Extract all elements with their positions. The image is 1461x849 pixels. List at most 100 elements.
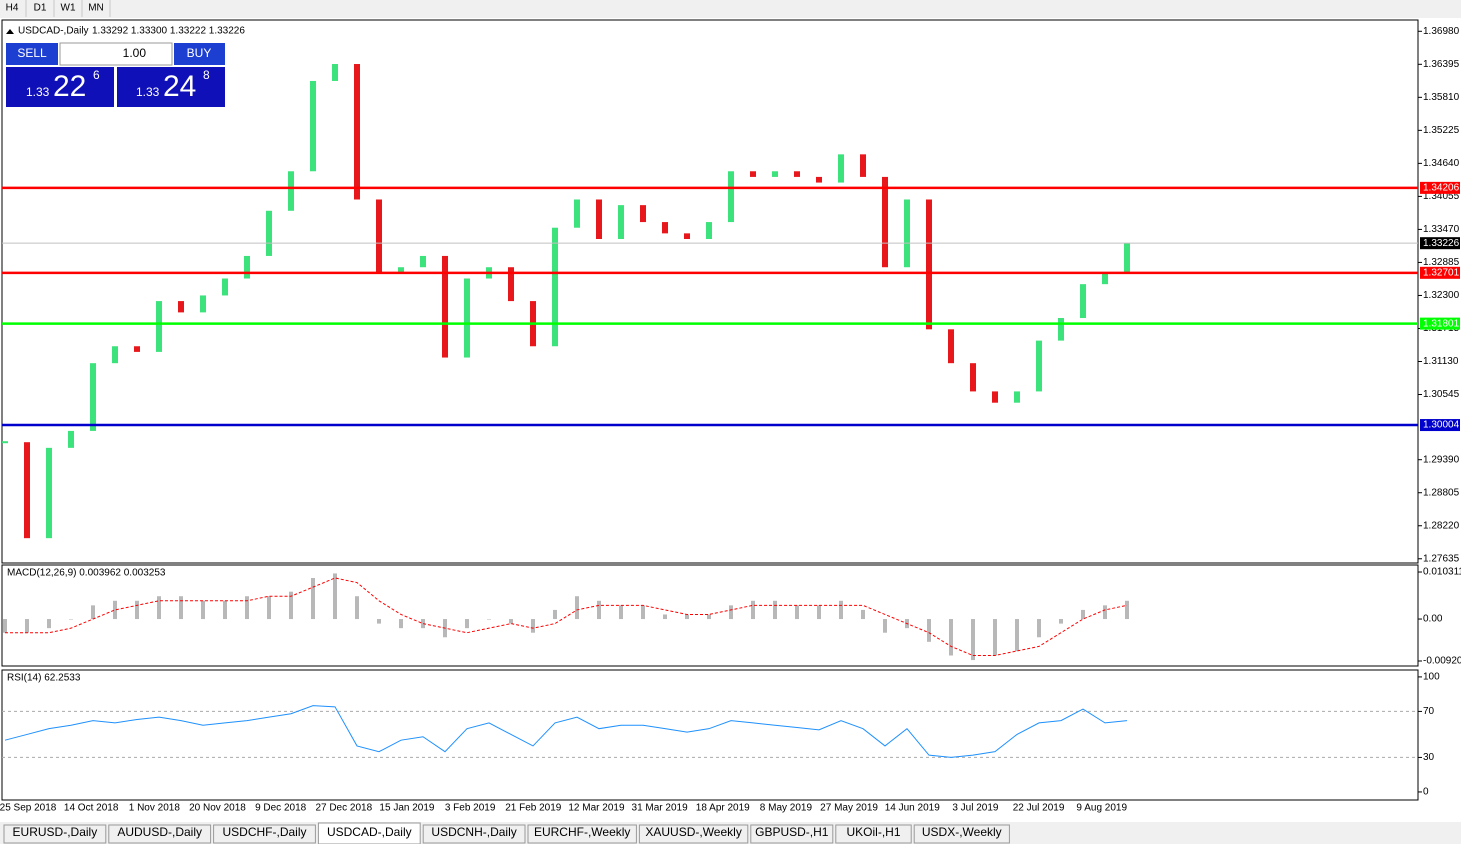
sell-price-big: 1.33 [26, 85, 50, 99]
candle [640, 205, 646, 223]
buy-label[interactable]: BUY [187, 46, 212, 60]
candle [46, 447, 52, 539]
tab-label[interactable]: AUDUSD-,Daily [117, 825, 202, 839]
candle [992, 391, 998, 403]
sell-button[interactable] [6, 43, 58, 65]
macd-bar [817, 605, 821, 620]
y-tick-label: 100 [1423, 672, 1440, 683]
sell-price-box[interactable] [6, 67, 114, 107]
candle [68, 430, 74, 448]
lot-value[interactable]: 1.00 [123, 46, 147, 60]
x-tick-label: 9 Aug 2019 [1076, 803, 1127, 814]
macd-bar [157, 596, 161, 620]
lot-input[interactable] [59, 42, 173, 66]
candle [266, 210, 272, 256]
tab[interactable] [638, 824, 749, 844]
timeframe-button[interactable]: D1 [34, 3, 47, 14]
x-tick-label: 31 Mar 2019 [632, 803, 689, 814]
candle [112, 346, 118, 364]
collapse-icon [6, 29, 14, 34]
y-tick-label: 1.30545 [1423, 389, 1460, 400]
tab-label[interactable]: USDCAD-,Daily [327, 825, 412, 839]
y-tick-label: 1.32885 [1423, 257, 1460, 268]
candle [838, 154, 844, 183]
y-tick-label: 1.32300 [1423, 290, 1460, 301]
candle [1080, 284, 1086, 319]
sell-label[interactable]: SELL [17, 46, 47, 60]
tab-label[interactable]: EURCHF-,Weekly [534, 825, 630, 839]
tab-label[interactable]: UKOil-,H1 [846, 825, 900, 839]
tab[interactable] [213, 824, 316, 844]
quote: 1.33292 1.33300 1.33222 1.33226 [92, 26, 245, 37]
candle [332, 64, 338, 81]
buy-price-box[interactable] [117, 67, 225, 107]
macd-bar [333, 573, 337, 620]
tab[interactable] [108, 824, 212, 844]
candle [860, 154, 866, 177]
candle [398, 267, 404, 273]
candle [376, 199, 382, 273]
candle [90, 363, 96, 431]
timeframe-button[interactable]: MN [88, 3, 104, 14]
tab[interactable] [527, 824, 637, 844]
tab-label[interactable]: EURUSD-,Daily [13, 825, 98, 839]
candle [222, 278, 228, 296]
macd-panel [1, 564, 1419, 667]
macd-bar [575, 596, 579, 620]
tab[interactable] [835, 824, 912, 844]
sell-price-pip: 6 [93, 68, 100, 82]
timeframe-button[interactable]: H4 [6, 3, 19, 14]
buy-price-main: 24 [163, 70, 196, 103]
tab-label[interactable]: XAUUSD-,Weekly [645, 825, 741, 839]
candle [1058, 318, 1064, 341]
macd-bar [25, 619, 29, 633]
y-tick-label: 1.34055 [1423, 191, 1460, 202]
candle [310, 80, 316, 172]
candle [882, 176, 888, 268]
y-tick-label: 1.33470 [1423, 224, 1460, 235]
macd-bar [729, 605, 733, 620]
x-tick-label: 9 Dec 2018 [255, 803, 307, 814]
tab[interactable] [422, 824, 526, 844]
macd-bar [223, 600, 227, 620]
buy-price-pip: 8 [203, 68, 210, 82]
level-label: 1.34206 [1423, 183, 1460, 194]
candle [1036, 340, 1042, 392]
candle [728, 171, 734, 223]
level-tag [1420, 419, 1460, 432]
candle [926, 199, 932, 330]
candle [772, 171, 778, 177]
buy-button[interactable] [174, 43, 225, 65]
tab[interactable] [3, 824, 107, 844]
timeframe-button[interactable]: W1 [61, 3, 76, 14]
tab-label[interactable]: USDCHF-,Daily [223, 825, 307, 839]
tab-label[interactable]: GBPUSD-,H1 [755, 825, 829, 839]
rsi-panel [1, 669, 1419, 801]
tab[interactable] [750, 824, 834, 844]
tab-label[interactable]: USDCNH-,Daily [431, 825, 516, 839]
macd-bar [69, 619, 73, 620]
x-tick-label: 15 Jan 2019 [379, 803, 434, 814]
macd-bar [487, 619, 491, 620]
tab[interactable] [913, 824, 1010, 844]
toolbar [0, 0, 1461, 18]
x-tick-label: 20 Nov 2018 [189, 803, 246, 814]
macd-bar [355, 596, 359, 620]
candle [970, 363, 976, 392]
y-tick-label: 0.00 [1423, 614, 1443, 625]
level-tag [1420, 181, 1460, 194]
level-tag [1420, 266, 1460, 279]
macd-bar [91, 605, 95, 620]
tab-label[interactable]: USDX-,Weekly [922, 825, 1002, 839]
candle [420, 255, 426, 268]
buy-price-big: 1.33 [136, 85, 160, 99]
macd-bar [751, 600, 755, 620]
chart-title: USDCAD-,Daily [18, 26, 89, 37]
macd-bar [245, 596, 249, 620]
current-price-label: 1.33226 [1423, 238, 1460, 249]
main-panel [1, 19, 1419, 564]
macd-bar [773, 600, 777, 620]
y-tick-label: 1.27635 [1423, 553, 1460, 564]
candle [596, 199, 602, 240]
macd-bar [1103, 605, 1107, 620]
